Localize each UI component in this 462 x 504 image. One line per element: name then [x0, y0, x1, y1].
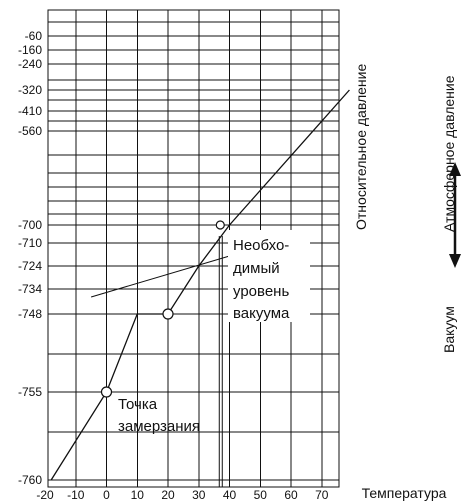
y-tick-label: -710	[18, 236, 42, 250]
vacuum-annotation: Необхо-	[233, 237, 289, 254]
point-marker	[215, 220, 225, 230]
x-tick-label: 40	[223, 488, 237, 502]
x-tick-label: 70	[315, 488, 329, 502]
x-tick-label: 20	[161, 488, 175, 502]
y-tick-label: -734	[18, 282, 42, 296]
y-tick-label: -748	[18, 307, 42, 321]
y-tick-label: -724	[18, 259, 42, 273]
x-tick-label: 30	[192, 488, 206, 502]
x-tick-label: 60	[284, 488, 298, 502]
text-layer: -20 -10 0 10 20 30 40 50 60 70 -60-160-240 -320 -410…	[18, 29, 457, 502]
vacuum-annotation: димый	[233, 260, 280, 277]
x-tick-label: 50	[254, 488, 268, 502]
x-tick-label: -10	[67, 488, 85, 502]
x-axis-label: Температура	[362, 485, 447, 501]
vacuum-guide-line	[90, 255, 230, 298]
grid-layer	[47, 9, 340, 488]
y-tick-label: -240	[18, 57, 42, 71]
arrow-up-head	[449, 162, 461, 176]
point-marker	[100, 386, 113, 398]
y-tick-label: -410	[18, 104, 42, 118]
y-tick-label: -700	[18, 218, 42, 232]
plot-frame	[47, 9, 340, 488]
y-tick-label: -60	[25, 29, 43, 43]
y-tick-label: -760	[18, 473, 42, 487]
atmospheric-pressure-label: Атмосферное давление	[441, 75, 457, 232]
x-tick-label: 0	[103, 488, 110, 502]
y-tick-label: -160	[18, 43, 42, 57]
y-tick-label: -320	[18, 83, 42, 97]
point-marker	[162, 308, 174, 320]
x-tick-label: -20	[36, 488, 54, 502]
vacuum-annotation: вакуума	[233, 305, 290, 322]
freeze-point-annotation: Точка	[118, 396, 158, 413]
vacuum-annotation: уровень	[233, 283, 289, 300]
x-tick-label: 10	[131, 488, 145, 502]
freeze-point-annotation: замерзания	[118, 418, 200, 435]
relative-pressure-label: Относительное давление	[353, 64, 369, 230]
y-tick-label: -755	[18, 385, 42, 399]
y-tick-label: -560	[18, 124, 42, 138]
arrow-down-head	[449, 254, 461, 268]
marks-layer	[50, 89, 461, 487]
vacuum-label: Вакуум	[441, 306, 457, 353]
vacuum-annotation-box	[228, 230, 310, 322]
